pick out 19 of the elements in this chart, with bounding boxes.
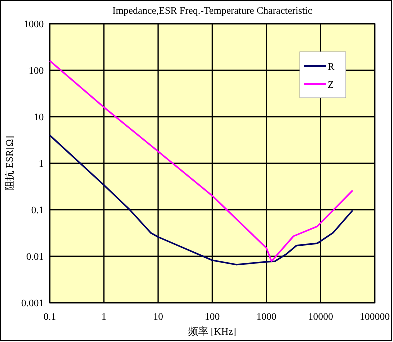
y-tick-label: 0.001	[22, 298, 44, 310]
x-tick-label: 10000	[308, 312, 334, 323]
y-tick-label: 1000	[24, 20, 44, 30]
legend-label: Z	[328, 80, 334, 91]
x-tick-label: 100	[205, 312, 220, 323]
x-axis-title: 频率 [KHz]	[188, 326, 237, 338]
y-tick-label: 1	[39, 159, 44, 170]
x-tick-label: 0.1	[44, 312, 56, 323]
x-tick-label: 1000	[256, 312, 277, 323]
x-tick-label: 10	[153, 312, 164, 323]
x-tick-label: 100000	[360, 312, 390, 323]
chart-title: Impedance,ESR Freq.-Temperature Characteristic	[112, 6, 313, 17]
y-tick-label: 0.1	[32, 206, 44, 216]
legend-label: R	[328, 62, 335, 73]
y-axis-title: 阻抗 ESR[Ω]	[4, 136, 16, 191]
y-tick-label: 100	[29, 66, 44, 77]
y-tick-label: 10	[34, 112, 44, 124]
x-tick-label: 1	[102, 312, 107, 323]
y-tick-label: 0.01	[26, 252, 44, 263]
